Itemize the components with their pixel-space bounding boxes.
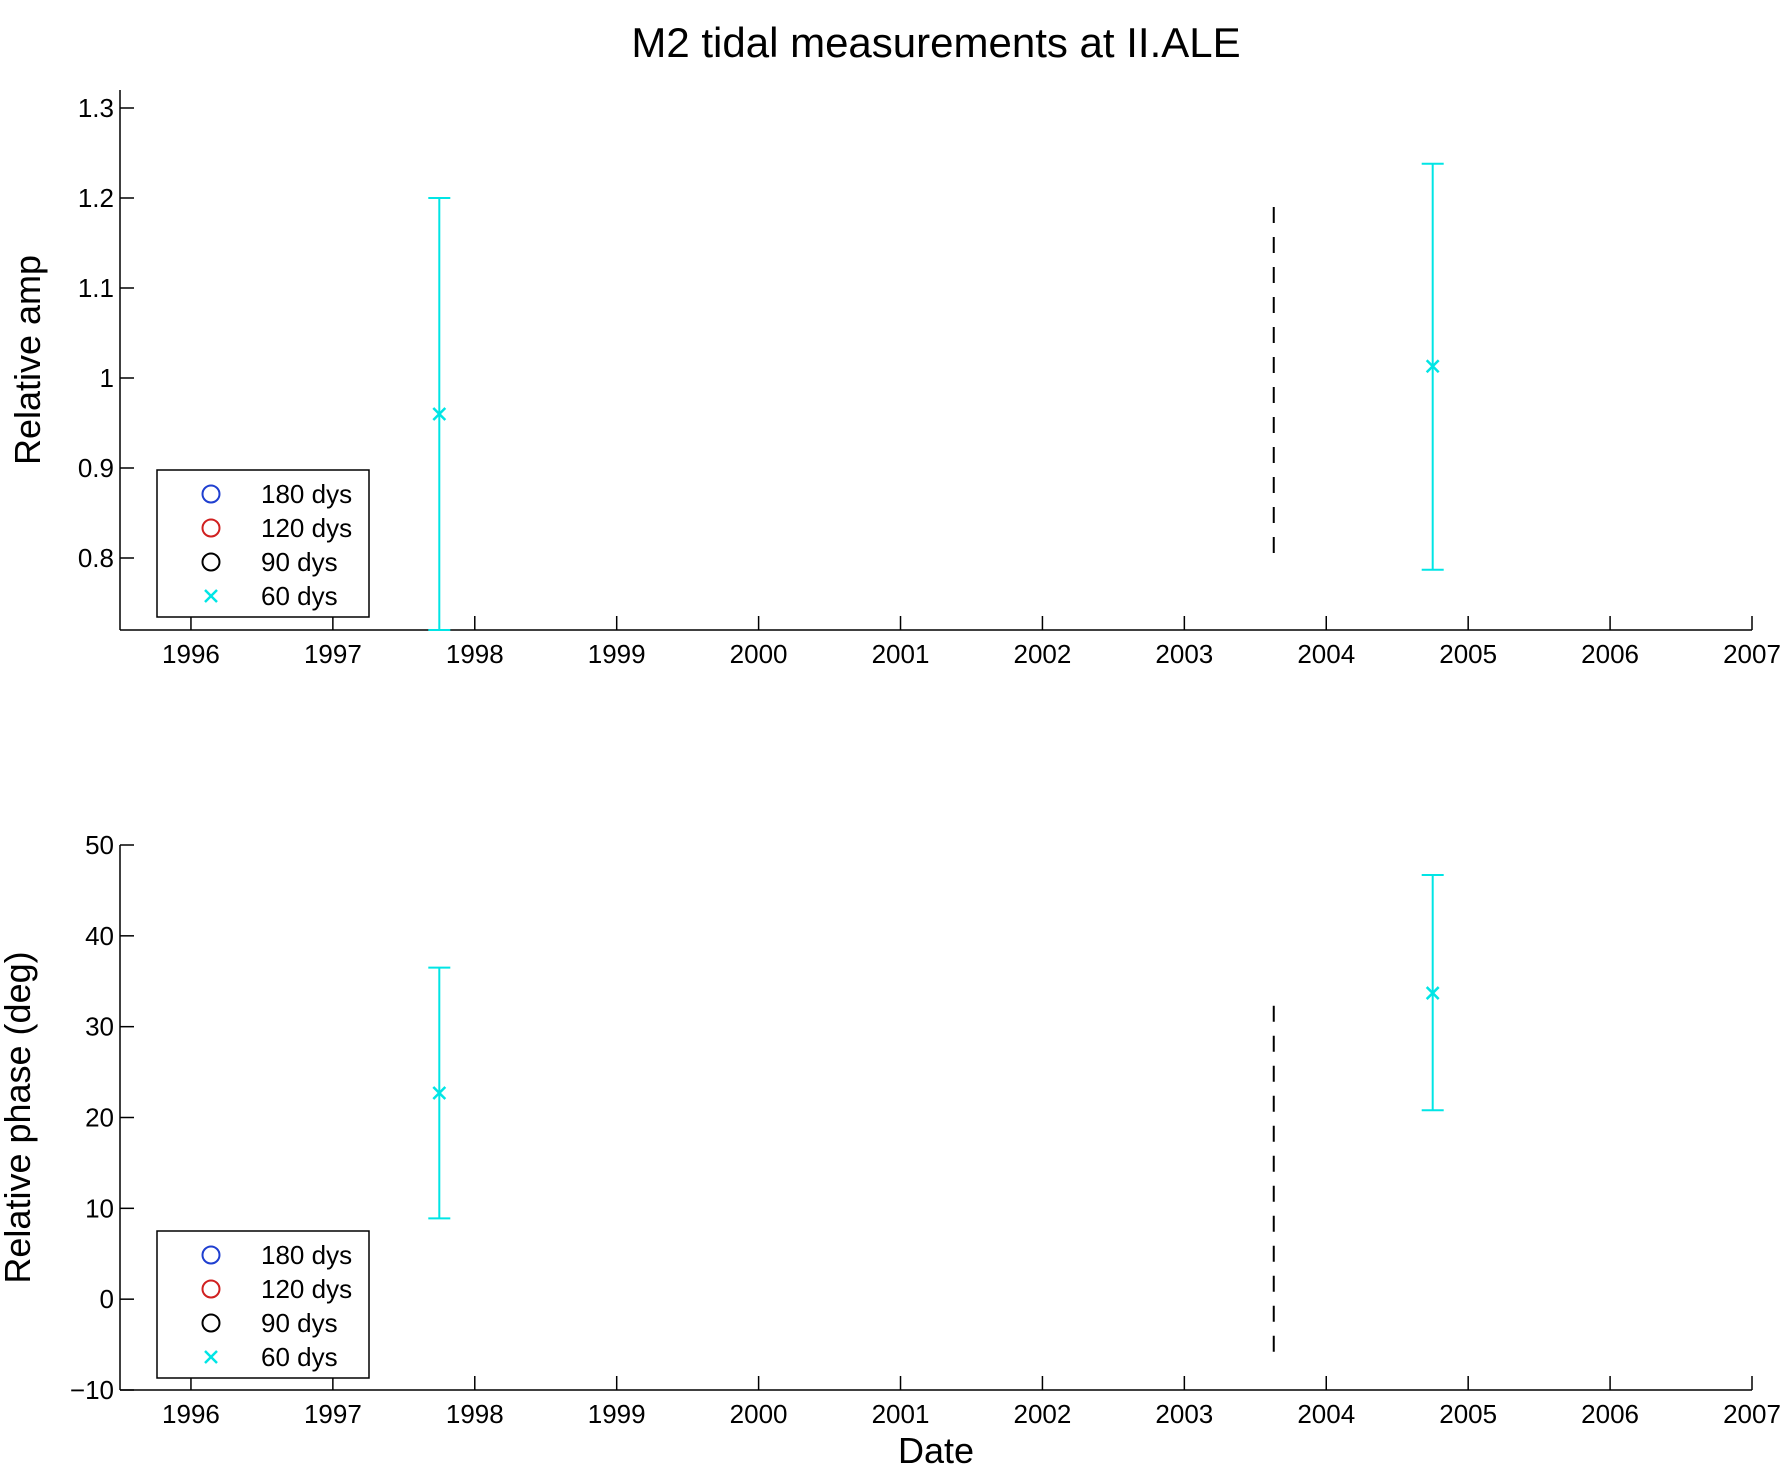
legend-circle-marker [201, 484, 221, 504]
y-axis-label: Relative phase (deg) [0, 951, 38, 1283]
legend-box [156, 469, 370, 618]
amplitude-panel: 1996 1997 1998 1999 2000 2001 2002 2003 2004 2005… [7, 90, 1781, 669]
x-tick-label: 1997 [304, 639, 362, 669]
x-tick-label: 2006 [1581, 1399, 1639, 1429]
y-tick-label: 30 [85, 1012, 114, 1042]
x-tick-label: 2007 [1723, 1399, 1781, 1429]
x-tick-label: 1998 [446, 639, 504, 669]
legend-circle-marker [201, 518, 221, 538]
y-tick-label: 1 [100, 363, 114, 393]
x-tick-label: 2004 [1297, 1399, 1355, 1429]
legend-circle-marker [201, 1313, 221, 1333]
y-tick-label: 0 [100, 1284, 114, 1314]
legend-label: 180 dys [261, 479, 352, 509]
data-point-x-marker [1425, 359, 1440, 374]
y-tick-label: 20 [85, 1103, 114, 1133]
y-axis-label: Relative amp [7, 255, 48, 465]
y-tick-label: 50 [85, 830, 114, 860]
y-tick-label: 0.8 [78, 543, 114, 573]
y-tick-label: −10 [70, 1375, 114, 1405]
legend-x-marker [204, 589, 218, 603]
x-tick-label: 2007 [1723, 639, 1781, 669]
legend-circle-marker [201, 1245, 221, 1265]
x-tick-label: 2004 [1297, 639, 1355, 669]
x-tick-label: 2001 [872, 1399, 930, 1429]
x-tick-label: 2006 [1581, 639, 1639, 669]
x-tick-label: 1997 [304, 1399, 362, 1429]
legend: 180 dys 120 dys 90 dys 60 dys [156, 469, 370, 618]
data-point-x-marker [432, 1086, 447, 1100]
y-tick-label: 40 [85, 921, 114, 951]
legend-circle-marker [201, 1279, 221, 1299]
x-tick-label: 2005 [1439, 639, 1497, 669]
x-tick-label: 2002 [1014, 639, 1072, 669]
legend: 180 dys 120 dys 90 dys 60 dys [156, 1230, 370, 1379]
legend-label: 60 dys [261, 1342, 338, 1372]
x-tick-label: 2003 [1155, 639, 1213, 669]
x-tick-label: 2002 [1014, 1399, 1072, 1429]
x-tick-label: 2000 [730, 639, 788, 669]
y-tick-label: 0.9 [78, 453, 114, 483]
y-tick-label: 1.3 [78, 93, 114, 123]
x-tick-label: 1996 [162, 1399, 220, 1429]
x-tick-label: 2000 [730, 1399, 788, 1429]
legend-label: 180 dys [261, 1240, 352, 1270]
phase-panel: 1996 1997 1998 1999 2000 2001 2002 2003 2004 2005… [0, 830, 1781, 1471]
data-point-x-marker [432, 407, 447, 421]
x-tick-label: 1999 [588, 639, 646, 669]
legend-label: 90 dys [261, 547, 338, 577]
chart-title: M2 tidal measurements at II.ALE [631, 19, 1240, 66]
legend-label: 60 dys [261, 581, 338, 611]
legend-box [156, 1230, 370, 1379]
y-tick-label: 1.2 [78, 183, 114, 213]
legend-label: 120 dys [261, 1274, 352, 1304]
legend-circle-marker [201, 552, 221, 572]
x-tick-label: 2001 [872, 639, 930, 669]
x-axis-label: Date [898, 1430, 974, 1471]
legend-x-marker [204, 1350, 218, 1364]
x-tick-label: 2003 [1155, 1399, 1213, 1429]
legend-label: 90 dys [261, 1308, 338, 1338]
x-tick-label: 2005 [1439, 1399, 1497, 1429]
x-tick-label: 1999 [588, 1399, 646, 1429]
data-point-x-marker [1425, 986, 1440, 1000]
y-tick-label: 10 [85, 1193, 114, 1223]
legend-label: 120 dys [261, 513, 352, 543]
x-tick-label: 1996 [162, 639, 220, 669]
y-tick-label: 1.1 [78, 273, 114, 303]
x-tick-label: 1998 [446, 1399, 504, 1429]
